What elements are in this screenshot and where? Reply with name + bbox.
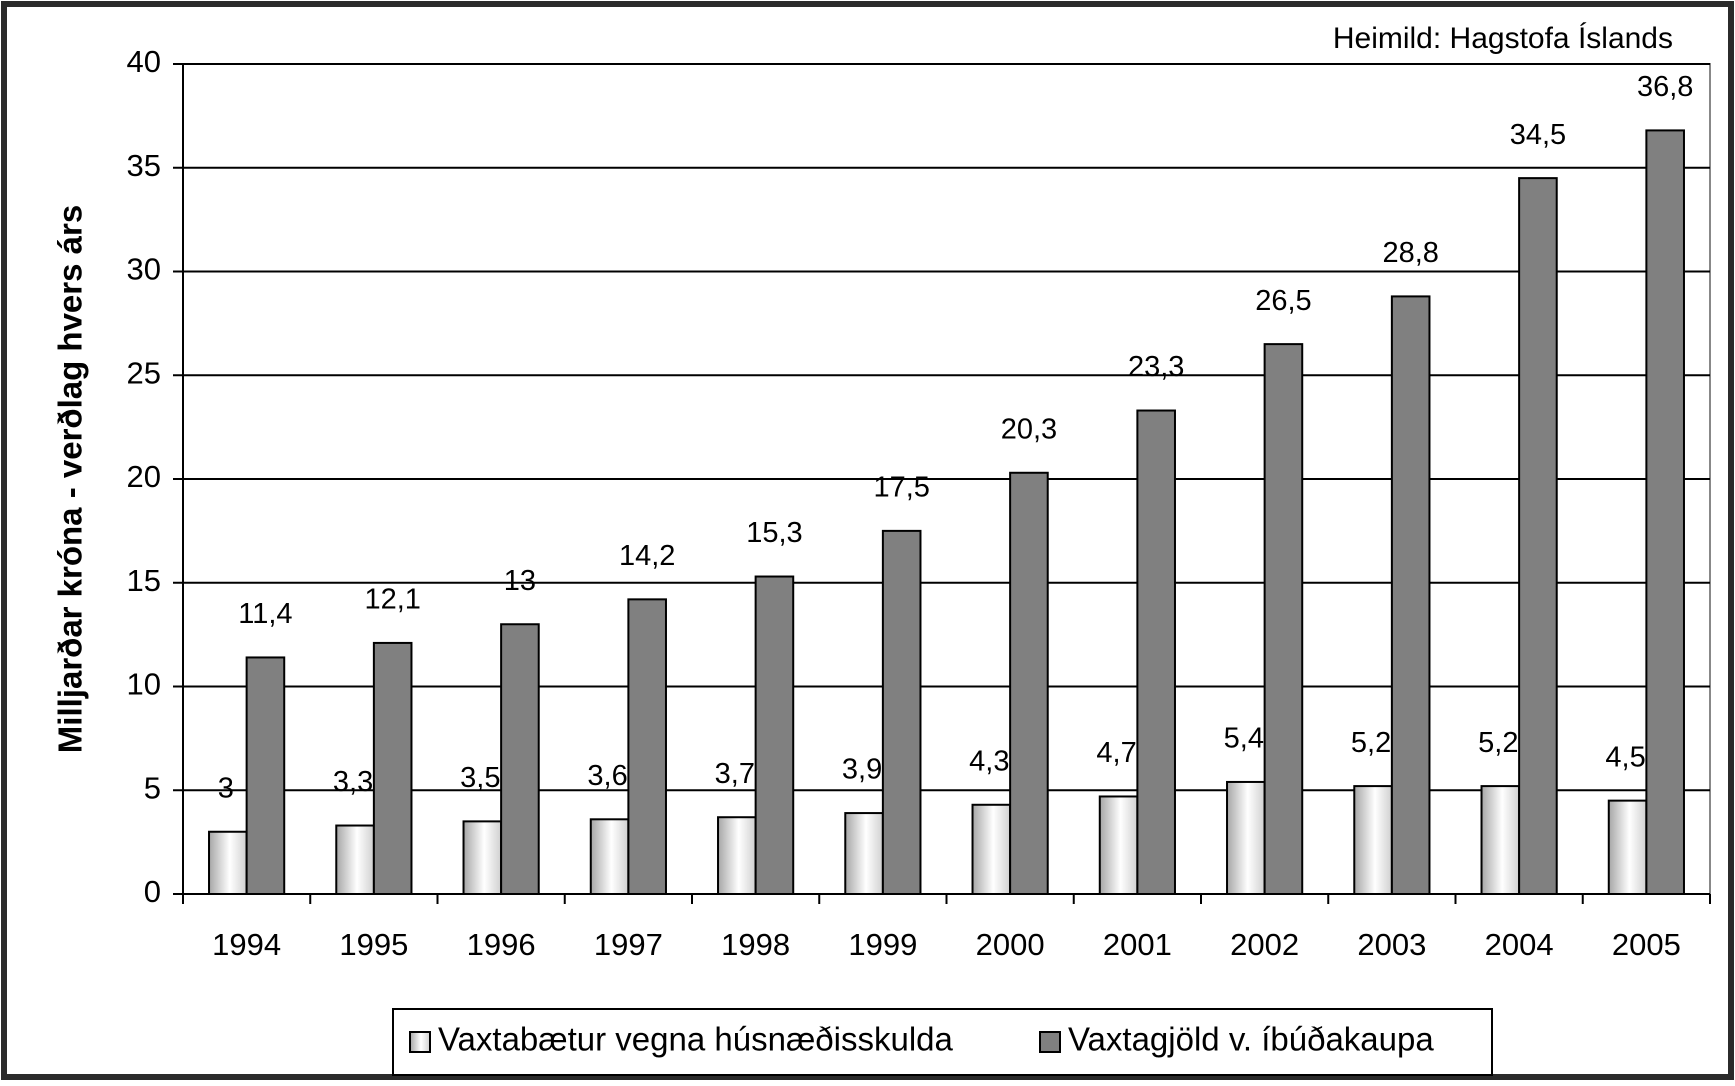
bar bbox=[717, 816, 757, 895]
y-tick-label: 20 bbox=[127, 459, 161, 494]
bar bbox=[1226, 780, 1266, 896]
bar bbox=[208, 830, 248, 895]
data-label: 23,3 bbox=[1128, 351, 1184, 383]
y-tick-label: 25 bbox=[127, 355, 161, 390]
data-label: 3,9 bbox=[842, 754, 882, 786]
legend-swatch bbox=[1039, 1031, 1061, 1053]
bar bbox=[1518, 177, 1558, 895]
data-label: 3,7 bbox=[715, 758, 755, 790]
y-tick-label: 40 bbox=[127, 44, 161, 79]
data-label: 4,5 bbox=[1605, 741, 1645, 773]
y-tick-label: 30 bbox=[127, 252, 161, 287]
data-label: 36,8 bbox=[1637, 71, 1693, 103]
y-tick-label: 35 bbox=[127, 148, 161, 183]
data-label: 13 bbox=[504, 565, 536, 597]
x-tick-label: 1997 bbox=[594, 927, 663, 962]
bar bbox=[627, 598, 667, 895]
y-tick-label: 0 bbox=[144, 874, 161, 909]
data-label: 14,2 bbox=[619, 540, 675, 572]
data-label: 12,1 bbox=[364, 584, 420, 616]
data-label: 3 bbox=[218, 772, 234, 804]
bar bbox=[1263, 343, 1304, 895]
data-label: 3,5 bbox=[460, 762, 500, 794]
legend-label: Vaxtagjöld v. íbúðakaupa bbox=[1068, 1021, 1434, 1058]
bar bbox=[1390, 295, 1431, 895]
bar bbox=[1607, 799, 1648, 895]
data-label: 20,3 bbox=[1001, 413, 1057, 445]
bar bbox=[1009, 471, 1049, 895]
data-label: 5,2 bbox=[1478, 727, 1518, 759]
data-label: 4,7 bbox=[1096, 737, 1136, 769]
bar bbox=[754, 575, 795, 896]
bar bbox=[1480, 785, 1521, 895]
legend-swatch bbox=[409, 1031, 431, 1053]
x-tick-label: 1994 bbox=[212, 927, 281, 962]
x-tick-label: 1998 bbox=[721, 927, 790, 962]
y-tick-label: 5 bbox=[144, 770, 161, 805]
x-tick-label: 2002 bbox=[1230, 927, 1299, 962]
legend-label: Vaxtabætur vegna húsnæðisskulda bbox=[438, 1021, 954, 1058]
data-label: 4,3 bbox=[969, 745, 1009, 777]
data-label: 11,4 bbox=[238, 598, 292, 630]
legend-box bbox=[392, 1008, 1493, 1076]
bar bbox=[1136, 409, 1176, 895]
bar bbox=[1098, 795, 1139, 895]
bar bbox=[372, 641, 413, 895]
bar bbox=[971, 803, 1012, 896]
bar bbox=[462, 820, 503, 895]
bar bbox=[335, 824, 375, 896]
bar bbox=[881, 529, 922, 895]
x-tick-label: 2001 bbox=[1103, 927, 1172, 962]
data-label: 15,3 bbox=[746, 517, 802, 549]
data-label: 26,5 bbox=[1255, 285, 1311, 317]
y-axis-label: Milljarðar króna - verðlag hvers árs bbox=[52, 205, 89, 753]
data-label: 17,5 bbox=[873, 472, 929, 504]
x-tick-label: 1995 bbox=[339, 927, 408, 962]
bar bbox=[844, 812, 884, 896]
bar bbox=[500, 623, 540, 895]
data-label: 5,2 bbox=[1351, 727, 1391, 759]
data-label: 3,3 bbox=[333, 766, 373, 798]
y-tick-label: 15 bbox=[127, 563, 161, 598]
bar bbox=[589, 818, 630, 895]
bar bbox=[1645, 129, 1685, 895]
x-tick-label: 1999 bbox=[848, 927, 917, 962]
data-label: 5,4 bbox=[1224, 723, 1264, 755]
x-tick-label: 2004 bbox=[1485, 927, 1554, 962]
source-note: Heimild: Hagstofa Íslands bbox=[1333, 22, 1673, 55]
y-tick-label: 10 bbox=[127, 667, 161, 702]
data-label: 3,6 bbox=[587, 760, 627, 792]
data-label: 28,8 bbox=[1382, 237, 1438, 269]
x-tick-label: 2005 bbox=[1612, 927, 1681, 962]
x-tick-label: 1996 bbox=[467, 927, 536, 962]
bar bbox=[1353, 785, 1393, 895]
bar bbox=[245, 656, 286, 896]
data-label: 34,5 bbox=[1510, 119, 1566, 151]
x-tick-label: 2000 bbox=[976, 927, 1045, 962]
x-tick-label: 2003 bbox=[1357, 927, 1426, 962]
